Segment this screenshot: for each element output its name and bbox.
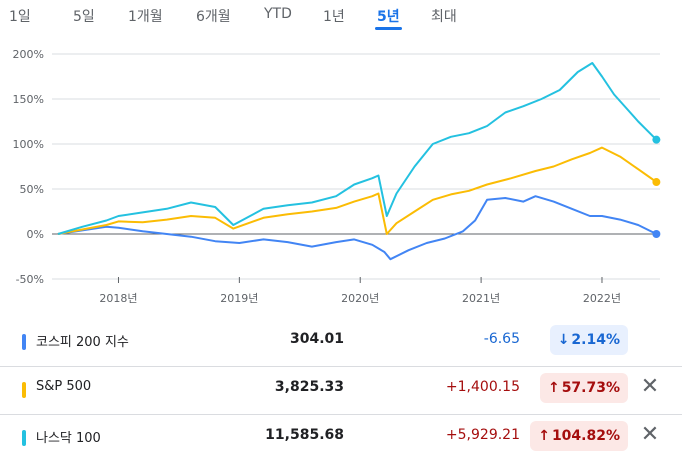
y-tick-label: 200% (13, 48, 44, 61)
tab-ytd[interactable]: YTD (264, 6, 292, 22)
row-price: 11,585.68 (265, 427, 344, 443)
tab-1d[interactable]: 1일 (9, 9, 31, 25)
series-line-3 (57, 62, 658, 235)
row-percent-badge: ↓ 2.14% (549, 325, 628, 355)
tab-5d[interactable]: 5일 (73, 9, 95, 25)
remove-sp500-button[interactable]: ✕ (640, 374, 660, 399)
series-color-marker (22, 334, 26, 350)
y-tick-label: 0% (27, 228, 44, 241)
arrow-up-icon: ↑ (547, 380, 560, 396)
tab-max[interactable]: 최대 (431, 9, 457, 25)
arrow-up-icon: ↑ (538, 428, 550, 444)
row-price: 3,825.33 (274, 379, 344, 395)
row-percent-badge: ↑ 57.73% (539, 373, 628, 403)
y-tick-label: 150% (13, 93, 44, 106)
row-price: 304.01 (289, 331, 344, 347)
y-tick-label: 100% (13, 138, 44, 151)
arrow-down-icon: ↓ (557, 332, 570, 348)
row-name: 나스닥 100 (36, 431, 101, 446)
row-percent: 57.73% (561, 380, 620, 396)
remove-nasdaq-button[interactable]: ✕ (640, 422, 660, 447)
row-percent: 104.82% (551, 428, 620, 444)
x-tick-label: 2022년 (583, 292, 621, 305)
table-row-kospi[interactable]: 코스피 200 지수 304.01 -6.65 ↓ 2.14% (0, 318, 682, 366)
series-endpoint-3 (652, 135, 661, 144)
comparison-chart[interactable]: 200% 150% 100% 50% 0% -50% 2018년 2019년 2020년 2021… (0, 36, 682, 306)
x-tick-label: 2018년 (99, 292, 137, 305)
series-endpoint-1 (652, 230, 661, 238)
row-change: -6.65 (483, 331, 520, 347)
range-tabs: 1일 5일 1개월 6개월 YTD 1년 5년 최대 (0, 0, 682, 36)
row-change: +5,929.21 (445, 427, 520, 443)
row-percent-badge: ↑ 104.82% (530, 421, 628, 451)
x-tick-label: 2021년 (462, 292, 500, 305)
x-tick-label: 2020년 (341, 292, 379, 305)
tab-5y[interactable]: 5년 (375, 6, 402, 30)
row-name: S&P 500 (36, 379, 92, 394)
series-endpoint-2 (652, 178, 661, 187)
row-percent: 2.14% (571, 332, 620, 348)
table-row-sp500[interactable]: S&P 500 3,825.33 +1,400.15 ↑ 57.73% ✕ (0, 366, 682, 414)
row-change: +1,400.15 (445, 379, 520, 395)
tab-1m[interactable]: 1개월 (128, 9, 163, 25)
divider (0, 414, 682, 415)
series-line-1 (57, 195, 657, 261)
x-tick-label: 2019년 (220, 292, 258, 305)
series-line-2 (57, 146, 657, 235)
y-tick-label: -50% (16, 273, 44, 286)
row-name: 코스피 200 지수 (36, 335, 129, 350)
tab-6m[interactable]: 6개월 (196, 9, 231, 25)
divider (0, 366, 682, 367)
tab-1y[interactable]: 1년 (323, 9, 345, 25)
series-color-marker (22, 430, 26, 446)
y-tick-label: 50% (20, 183, 44, 196)
series-color-marker (22, 382, 26, 398)
table-row-nasdaq[interactable]: 나스닥 100 11,585.68 +5,929.21 ↑ 104.82% ✕ (0, 414, 682, 462)
